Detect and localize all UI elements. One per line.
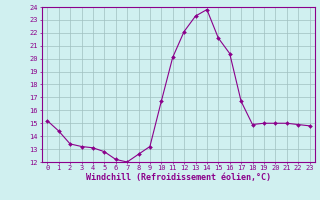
- X-axis label: Windchill (Refroidissement éolien,°C): Windchill (Refroidissement éolien,°C): [86, 173, 271, 182]
